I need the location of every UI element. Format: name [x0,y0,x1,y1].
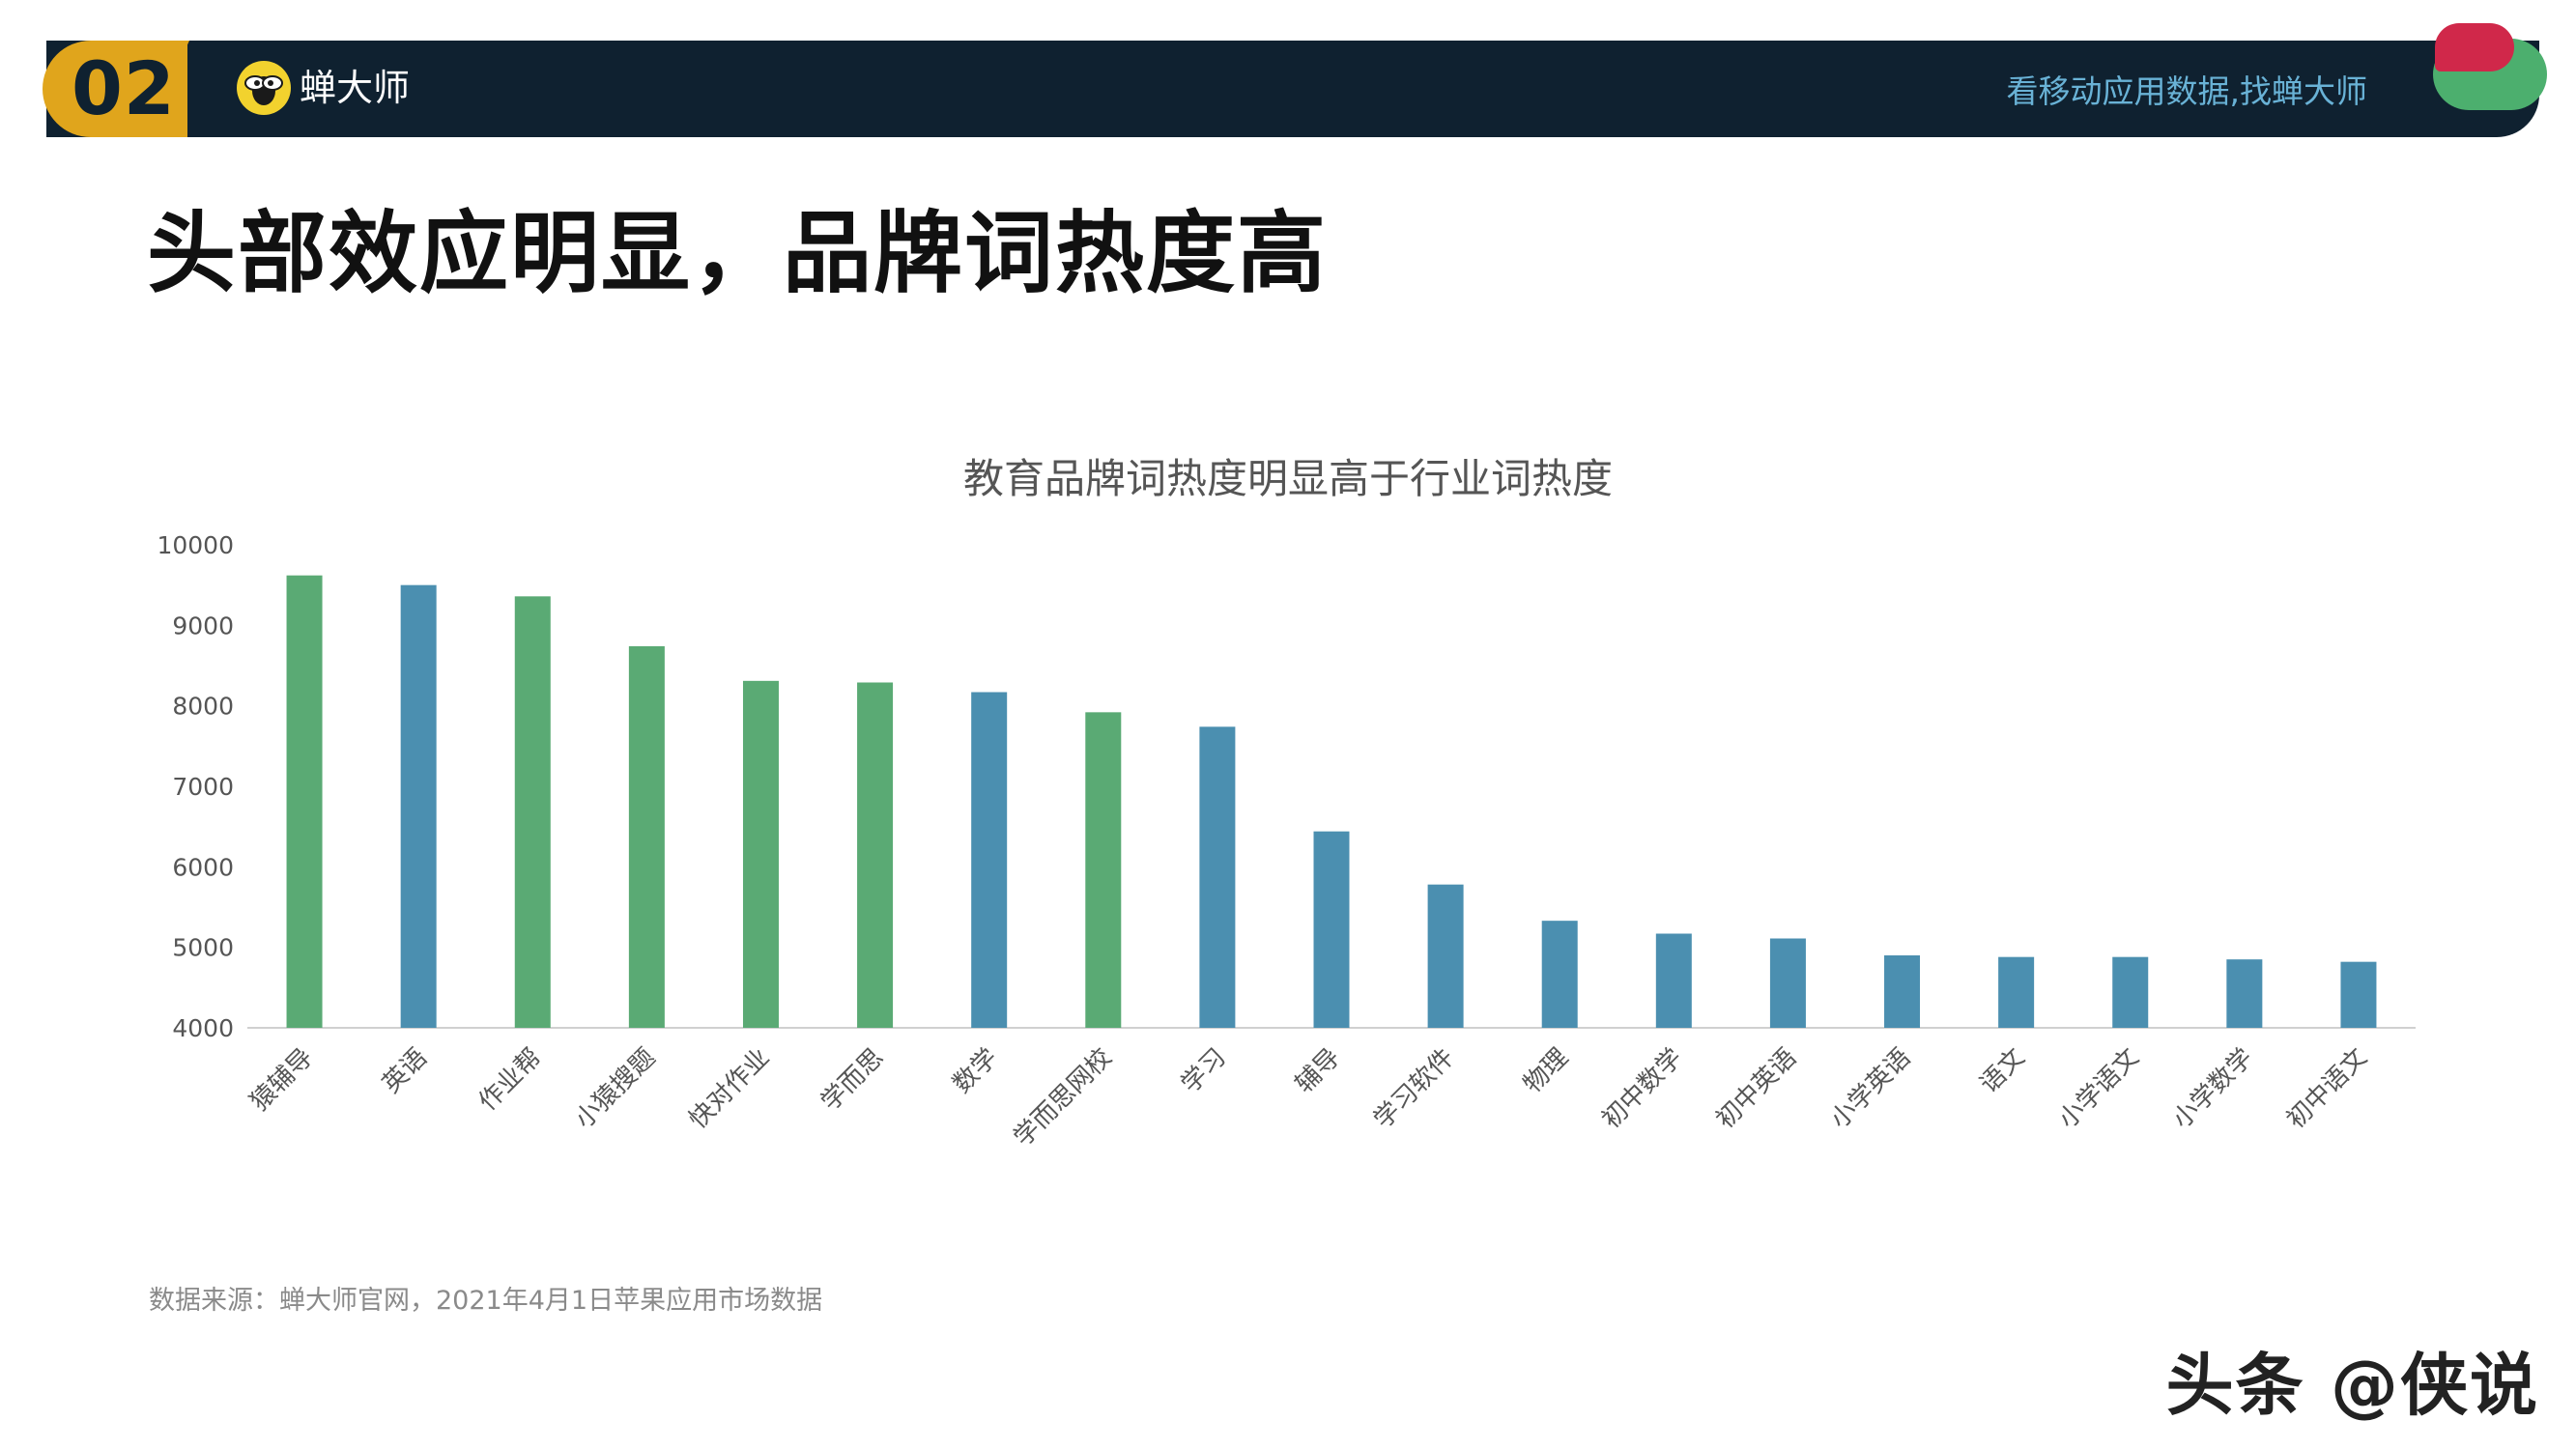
decorative-red-shape [2435,23,2514,71]
bar-7 [1085,712,1122,1028]
cicada-logo-icon [237,61,291,115]
bar-4 [742,680,779,1028]
x-category-label: 学习软件 [1368,1043,1460,1135]
x-category-label: 小猿搜题 [570,1043,662,1135]
x-category-label: 学而思网校 [1009,1043,1118,1152]
y-tick-label: 9000 [172,611,234,639]
bar-6 [971,692,1008,1028]
x-category-label: 数学 [948,1043,1004,1099]
y-tick-label: 5000 [172,934,234,962]
page-number: 02 [72,45,176,131]
x-category-label: 小学英语 [1825,1043,1917,1135]
bar-8 [1199,726,1236,1028]
bar-17 [2226,959,2263,1028]
header-bar [46,41,2539,137]
bar-12 [1655,933,1692,1028]
y-tick-label: 7000 [172,773,234,801]
y-tick-label: 4000 [172,1014,234,1042]
bar-10 [1427,884,1464,1028]
header-slogan: 看移动应用数据,找蝉大师 [2006,72,2368,110]
bar-2 [514,596,551,1028]
bar-0 [286,575,323,1028]
source-note: 数据来源：蝉大师官网，2021年4月1日苹果应用市场数据 [149,1286,823,1316]
bar-5 [857,682,894,1028]
bar-13 [1769,938,1806,1028]
x-category-label: 小学数学 [2167,1043,2259,1135]
x-category-label: 英语 [377,1043,433,1099]
page-number-badge-tail [145,41,189,137]
x-category-label: 快对作业 [684,1043,776,1135]
x-category-label: 初中英语 [1711,1043,1803,1135]
x-category-label: 学习 [1176,1043,1232,1099]
bar-9 [1313,831,1350,1028]
x-category-label: 初中语文 [2281,1043,2373,1135]
x-category-label: 初中数学 [1597,1043,1689,1135]
x-category-label: 小学语文 [2053,1043,2145,1135]
x-category-label: 辅导 [1290,1043,1346,1099]
bar-3 [628,646,665,1028]
bar-15 [1998,956,2035,1028]
x-category-label: 猿辅导 [245,1043,319,1117]
bar-18 [2340,961,2377,1028]
y-tick-label: 8000 [172,693,234,721]
y-tick-label: 10000 [157,531,234,559]
bar-16 [2112,956,2149,1028]
bar-1 [400,584,437,1028]
brand-name: 蝉大师 [300,67,411,109]
watermark: 头条 @侠说 [2165,1346,2539,1425]
x-category-label: 物理 [1518,1043,1574,1099]
y-tick-label: 6000 [172,853,234,881]
page-title: 头部效应明显，品牌词热度高 [147,202,1329,305]
x-category-label: 语文 [1975,1043,2031,1099]
x-category-label: 学而思 [816,1043,889,1117]
chart-title: 教育品牌词热度明显高于行业词热度 [962,455,1613,502]
x-category-label: 作业帮 [473,1043,547,1117]
bar-14 [1884,955,1921,1028]
bar-11 [1541,921,1578,1028]
